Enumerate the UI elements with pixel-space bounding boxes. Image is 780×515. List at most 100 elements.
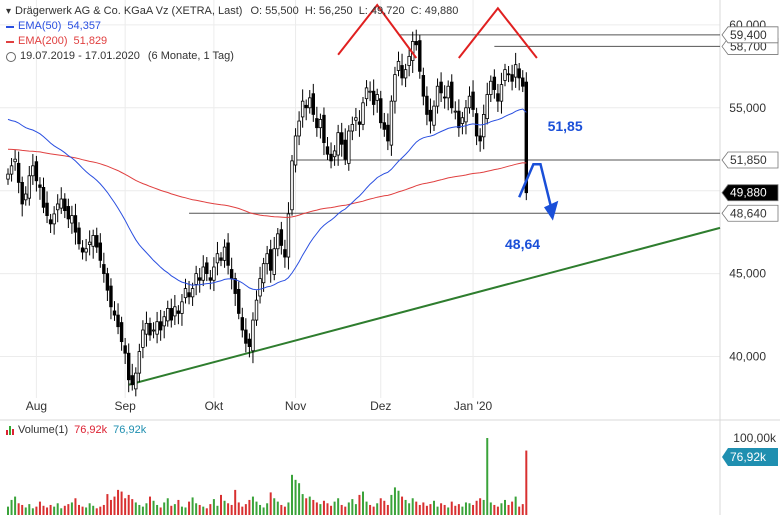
candle-body: [403, 69, 408, 79]
volume-bar: [255, 501, 258, 515]
volume-bar: [35, 506, 38, 515]
ema200-label: EMA(200): [18, 35, 68, 47]
candle-body: [16, 162, 21, 183]
volume-bar: [180, 506, 183, 515]
candle-body: [506, 73, 511, 76]
candle-body: [450, 81, 454, 109]
volume-bar: [10, 499, 13, 515]
volume-bar: [461, 506, 464, 515]
volume-bar: [287, 502, 290, 515]
candle-body: [261, 263, 266, 284]
candle-body: [315, 118, 319, 129]
candle-body: [187, 292, 191, 298]
volume-bar: [134, 502, 137, 515]
ema200-line: [7, 148, 527, 218]
candle-body: [343, 139, 347, 160]
volume-bar: [436, 506, 439, 515]
volume-bar: [344, 506, 347, 515]
candle-body: [180, 301, 184, 314]
price-tag-label: 51,850: [730, 153, 767, 167]
legend-ema50[interactable]: EMA(50) 54,357: [6, 19, 458, 34]
legend-ema200[interactable]: EMA(200) 51,829: [6, 34, 458, 49]
volume-bar: [472, 504, 475, 515]
y-tick-label: 40,000: [729, 350, 766, 364]
candle-body: [322, 114, 326, 144]
x-tick-label: Aug: [26, 399, 47, 413]
candle-body: [215, 253, 220, 264]
volume-bar: [514, 496, 517, 515]
projection-arrow: [518, 162, 553, 208]
candle-body: [364, 87, 369, 100]
volume-bar: [376, 503, 379, 515]
candle-body: [109, 285, 113, 308]
candle-body: [226, 242, 230, 266]
double-top-left: [337, 3, 418, 59]
candle-body: [350, 123, 355, 132]
candle-body: [421, 75, 426, 97]
volume-bar: [354, 504, 357, 515]
volume-bar: [482, 499, 485, 515]
candle-body: [379, 98, 383, 124]
candle-body: [176, 310, 181, 314]
volume-bar: [109, 499, 112, 515]
candle-body: [389, 100, 394, 146]
volume-bar: [248, 499, 251, 515]
volume-bar: [362, 491, 364, 515]
candle-body: [300, 100, 305, 118]
arrow-head: [544, 200, 559, 221]
annotation-51-85: 51,85: [548, 118, 583, 134]
volume-bar: [440, 503, 443, 515]
candle-body: [371, 90, 376, 105]
volume-bar: [188, 501, 191, 515]
volume-bar: [237, 502, 240, 515]
candle-body: [361, 102, 365, 125]
candle-body: [467, 95, 472, 109]
volume-bar: [21, 504, 24, 515]
volume-bar: [333, 501, 336, 515]
candle-body: [222, 246, 227, 261]
volume-bar: [493, 504, 496, 515]
volume-bar: [422, 502, 425, 515]
candle-body: [485, 94, 489, 119]
volume-bar: [173, 504, 176, 515]
candle-body: [453, 110, 457, 113]
collapse-icon[interactable]: ▾: [6, 6, 12, 17]
volume-bar: [280, 504, 283, 515]
volume-bar: [145, 503, 148, 515]
volume-bar: [525, 450, 528, 515]
volume-bar: [390, 494, 393, 515]
volume-value-2: 76,92k: [113, 424, 147, 436]
volume-bar: [504, 499, 506, 515]
candle-body: [41, 186, 46, 208]
volume-bar: [216, 505, 219, 515]
candle-body: [27, 175, 31, 199]
candle-body: [56, 203, 60, 211]
chart-legend: ▾ Drägerwerk AG & Co. KGaA Vz (XETRA, La…: [6, 4, 458, 64]
candle-body: [510, 74, 514, 82]
volume-bar: [291, 474, 293, 515]
volume-bars: [7, 438, 528, 515]
candle-body: [73, 215, 78, 233]
y-tick-label: 45,000: [729, 267, 766, 281]
candle-body: [219, 257, 223, 261]
volume-bar: [46, 507, 49, 515]
volume-bar: [337, 498, 340, 515]
candle-body: [418, 40, 422, 72]
volume-bar: [166, 498, 169, 515]
price-tag: [721, 204, 779, 222]
volume-bar: [372, 506, 375, 515]
volume-bar: [220, 494, 222, 515]
volume-bar: [138, 504, 141, 515]
x-tick-label: Okt: [205, 399, 224, 413]
candle-body: [162, 316, 166, 327]
volume-bar: [347, 502, 350, 515]
volume-bar: [475, 500, 478, 515]
candle-body: [247, 338, 252, 347]
candle-body: [48, 219, 53, 225]
volume-bar: [28, 504, 31, 515]
candle-body: [517, 68, 521, 79]
volume-bar: [117, 489, 120, 515]
candle-body: [521, 77, 525, 87]
trend-lines: [128, 34, 721, 386]
volume-legend: Volume(1) 76,92k 76,92k: [6, 424, 146, 436]
